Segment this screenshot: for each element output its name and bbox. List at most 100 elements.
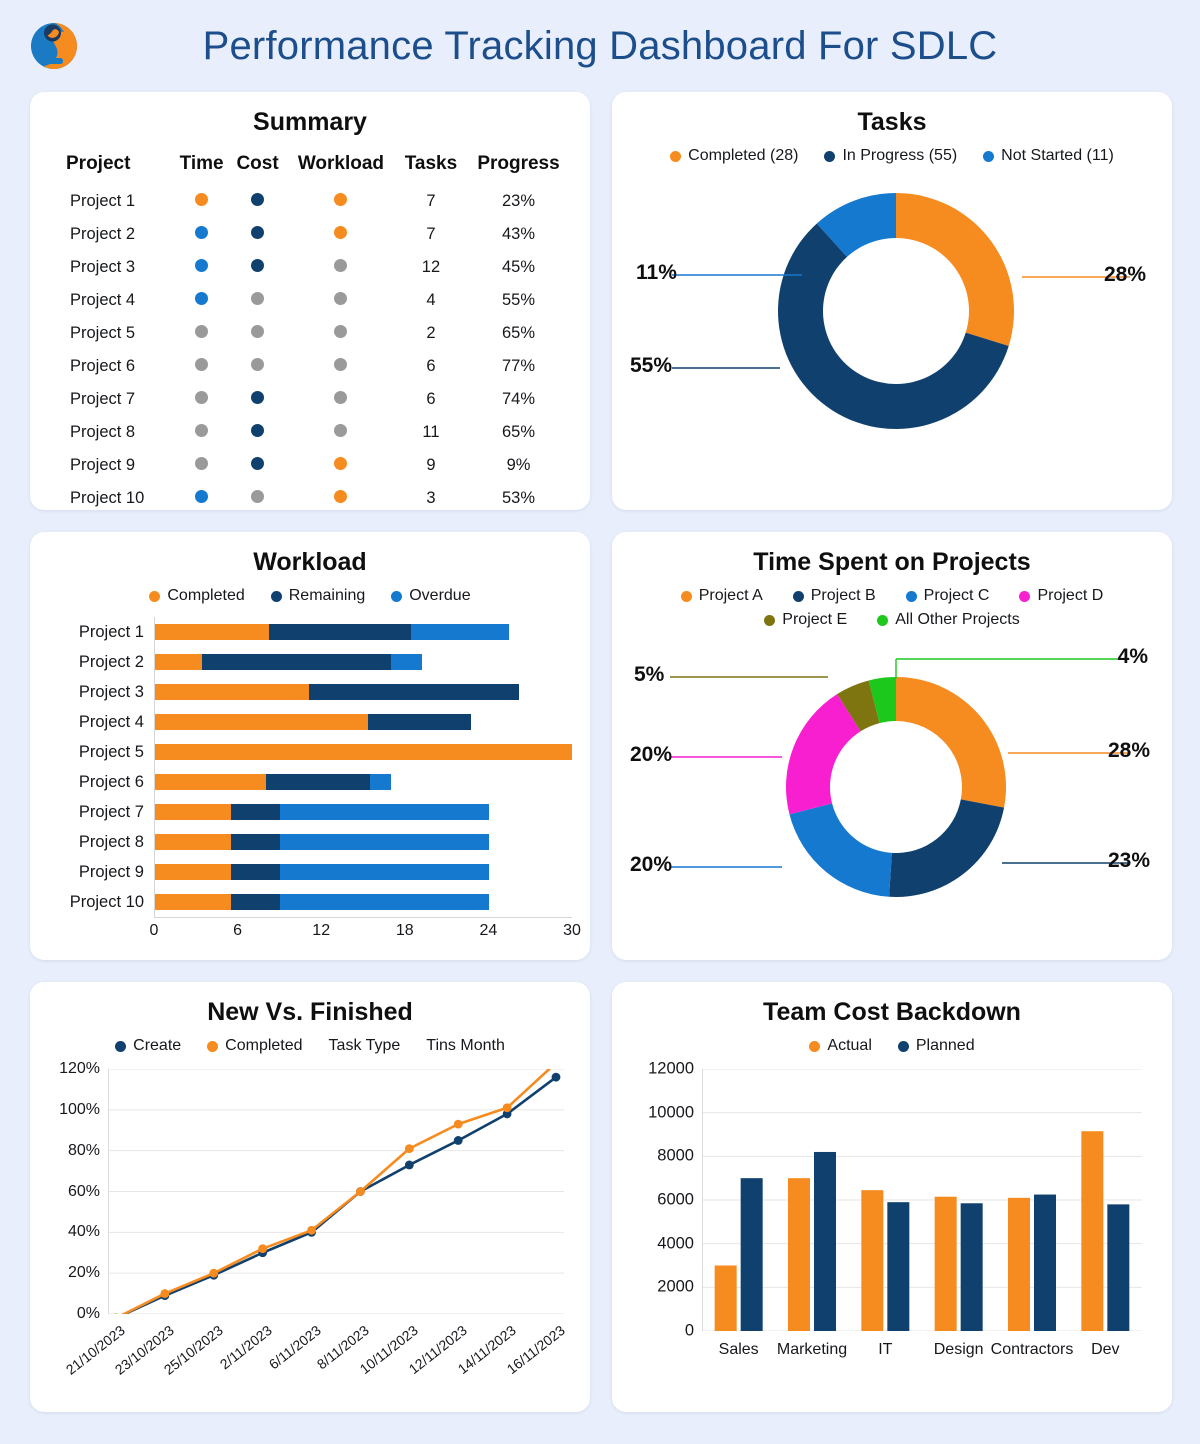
workload-bar-segment[interactable]	[155, 864, 232, 880]
workload-bar-segment[interactable]	[309, 684, 520, 700]
workload-track	[154, 827, 572, 857]
workload-bar-segment[interactable]	[266, 774, 371, 790]
donut-segment[interactable]	[889, 799, 1005, 897]
legend-item[interactable]: Actual	[809, 1037, 872, 1055]
donut-segment[interactable]	[789, 803, 892, 897]
legend-item[interactable]: Not Started (11)	[983, 147, 1114, 165]
workload-bar-segment[interactable]	[155, 744, 572, 760]
data-point[interactable]	[502, 1103, 512, 1113]
legend-item[interactable]: Create	[115, 1037, 181, 1055]
workload-bar-segment[interactable]	[155, 714, 368, 730]
axis-tick-label: 0%	[76, 1305, 100, 1322]
workload-bar-segment[interactable]	[155, 834, 232, 850]
workload-bar-segment[interactable]	[370, 774, 392, 790]
donut-data-label: 23%	[1107, 849, 1150, 872]
workload-bar-segment[interactable]	[155, 774, 267, 790]
workload-bar-segment[interactable]	[280, 894, 489, 910]
legend-item[interactable]: Project C	[905, 587, 989, 605]
legend-item[interactable]: In Progress (55)	[824, 147, 957, 165]
bar[interactable]	[714, 1265, 737, 1332]
data-point[interactable]	[258, 1244, 268, 1254]
legend-item[interactable]: Completed (28)	[670, 147, 798, 165]
workload-bar-segment[interactable]	[231, 894, 281, 910]
legend-label: Create	[133, 1037, 182, 1054]
data-point[interactable]	[404, 1160, 414, 1170]
workload-bar-segment[interactable]	[280, 834, 489, 850]
axis-tick-label: 30	[563, 922, 581, 939]
legend-item[interactable]: Remaining	[270, 587, 365, 605]
workload-bar-segment[interactable]	[155, 894, 232, 910]
data-point[interactable]	[453, 1136, 463, 1145]
legend-item[interactable]: Overdue	[391, 587, 471, 605]
legend-swatch-icon	[897, 1040, 909, 1052]
workload-bar-segment[interactable]	[231, 864, 281, 880]
status-dot-time	[173, 317, 230, 350]
legend-item[interactable]: Project D	[1019, 587, 1103, 605]
workload-bar-segment[interactable]	[155, 684, 310, 700]
legend-item[interactable]: Project B	[792, 587, 876, 605]
bar[interactable]	[887, 1202, 910, 1331]
data-point[interactable]	[307, 1225, 316, 1235]
workload-bar-segment[interactable]	[367, 714, 471, 730]
workload-bar-segment[interactable]	[280, 804, 489, 820]
workload-track	[154, 797, 572, 827]
legend-swatch-icon	[983, 150, 995, 162]
workload-bar-segment[interactable]	[268, 624, 411, 640]
data-point[interactable]	[404, 1144, 414, 1154]
workload-track	[154, 857, 572, 887]
legend-item[interactable]: All Other Projects	[877, 611, 1020, 629]
legend-item[interactable]: Completed	[207, 1037, 303, 1055]
workload-bar-segment[interactable]	[155, 804, 232, 820]
bar[interactable]	[1107, 1204, 1130, 1331]
data-point[interactable]	[356, 1187, 365, 1196]
status-indicator-icon	[251, 391, 265, 404]
team-cost-legend: Actual Planned	[630, 1037, 1154, 1055]
data-point[interactable]	[502, 1109, 512, 1119]
line-plot-area: 0% 20% 40% 60% 80% 100% 120% 21/10/2023 23/10/20…	[59, 1058, 568, 1378]
data-point[interactable]	[160, 1289, 170, 1298]
legend-item[interactable]: Project A	[680, 587, 763, 605]
status-dot-workload	[285, 350, 397, 383]
bar[interactable]	[1081, 1131, 1104, 1331]
bar[interactable]	[934, 1196, 957, 1331]
workload-bar-segment[interactable]	[231, 834, 281, 850]
axis-tick-label: 4000	[657, 1234, 694, 1253]
table-row: Project 9 9 9%	[48, 449, 572, 482]
status-indicator-icon	[334, 259, 348, 272]
legend-item[interactable]: Completed	[149, 587, 245, 605]
workload-bar-segment[interactable]	[155, 654, 203, 670]
legend-label: Project A	[698, 587, 763, 604]
workload-bar-segment[interactable]	[410, 624, 510, 640]
donut-segment[interactable]	[837, 680, 880, 732]
donut-segment[interactable]	[868, 677, 896, 724]
bar[interactable]	[1034, 1194, 1056, 1331]
workload-bar-segment[interactable]	[391, 654, 422, 670]
bar[interactable]	[1008, 1197, 1030, 1331]
data-point[interactable]	[209, 1268, 219, 1278]
data-point[interactable]	[551, 1072, 561, 1082]
workload-bar-segment[interactable]	[155, 624, 269, 640]
donut-segment[interactable]	[816, 193, 896, 257]
legend-item[interactable]: Planned	[897, 1037, 975, 1055]
axis-tick-label: 0	[684, 1321, 694, 1340]
workload-bar-segment[interactable]	[202, 654, 392, 670]
bar[interactable]	[788, 1178, 810, 1331]
legend-swatch-icon	[877, 614, 889, 626]
bar[interactable]	[960, 1203, 983, 1331]
donut-segment[interactable]	[778, 223, 1009, 429]
donut-segment[interactable]	[896, 677, 1006, 808]
data-point[interactable]	[453, 1119, 463, 1129]
bar[interactable]	[740, 1178, 763, 1331]
donut-segment[interactable]	[896, 193, 1014, 346]
status-dot-time	[173, 284, 230, 317]
workload-bar-segment[interactable]	[280, 864, 489, 880]
legend-item[interactable]: Task Type	[329, 1037, 401, 1055]
legend-item[interactable]: Project E	[764, 611, 847, 629]
progress-value: 45%	[501, 258, 536, 276]
legend-label: Completed	[225, 1037, 303, 1054]
bar[interactable]	[814, 1151, 836, 1331]
donut-segment[interactable]	[786, 694, 861, 815]
bar[interactable]	[861, 1190, 884, 1331]
legend-item[interactable]: Tins Month	[426, 1037, 505, 1055]
workload-bar-segment[interactable]	[231, 804, 281, 820]
